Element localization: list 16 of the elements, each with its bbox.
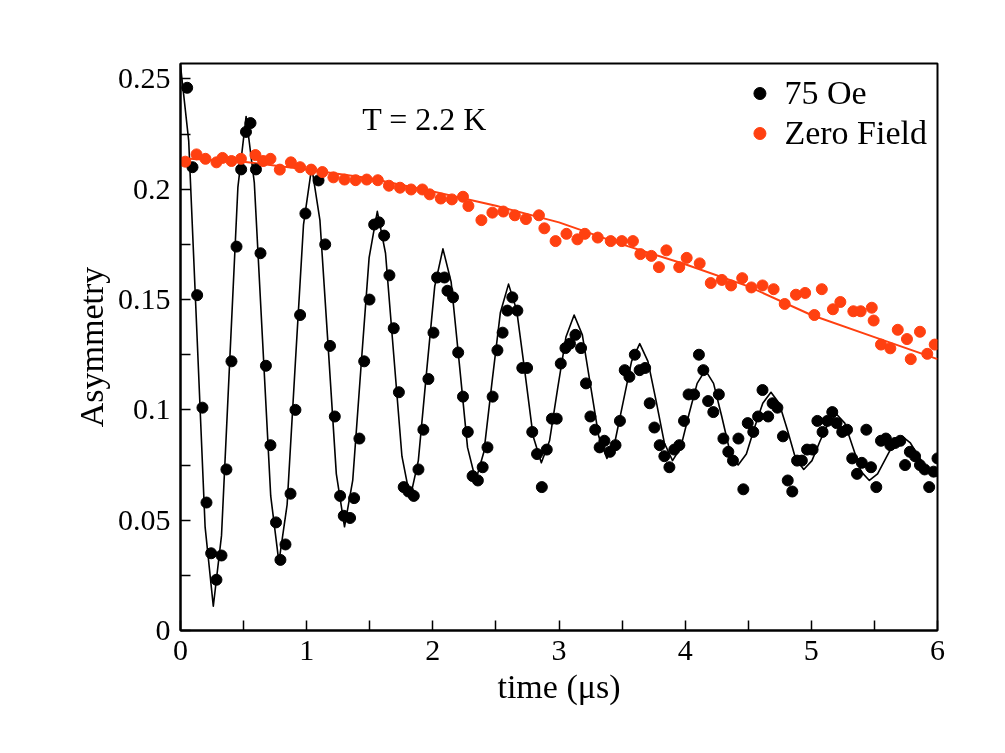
x-tick-label: 1 (299, 632, 315, 666)
x-tick-label: 4 (677, 632, 693, 666)
y-tick-label: 0.15 (118, 282, 171, 316)
annotation: T = 2.2 K (362, 101, 487, 138)
y-tick-label: 0.25 (118, 61, 171, 95)
x-tick-label: 5 (803, 632, 819, 666)
y-tick-label: 0.05 (118, 502, 171, 536)
legend-label: Zero Field (784, 114, 927, 152)
x-axis-title: time (μs) (497, 667, 621, 706)
x-tick-label: 6 (930, 632, 945, 666)
y-tick-label: 0.1 (133, 392, 171, 426)
y-axis-title: Asymmetry (73, 266, 110, 428)
x-tick-label: 2 (425, 632, 441, 666)
y-tick-label: 0.2 (133, 171, 171, 205)
x-tick-label: 3 (551, 632, 567, 666)
legend-label: 75 Oe (784, 74, 867, 112)
